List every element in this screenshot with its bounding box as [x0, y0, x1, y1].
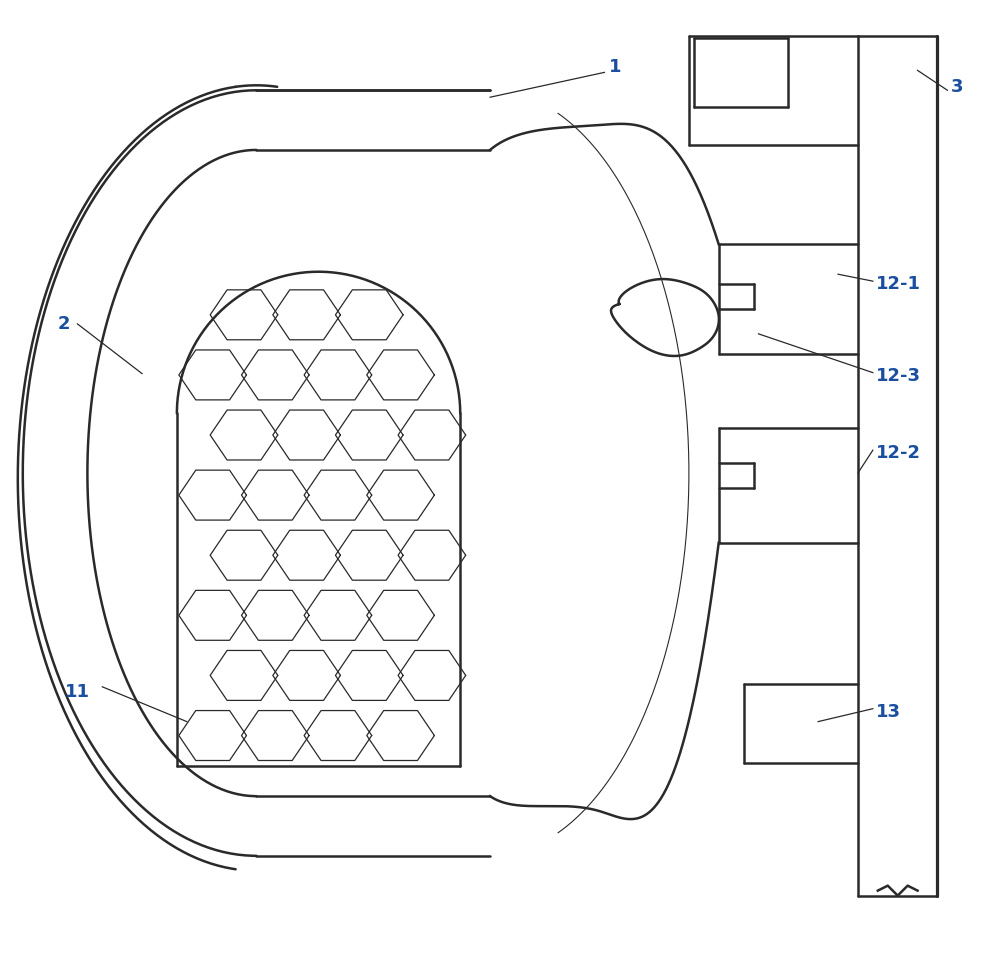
Text: 12-1: 12-1 [876, 275, 921, 293]
Text: 13: 13 [876, 703, 901, 720]
Text: 1: 1 [609, 59, 622, 76]
Text: 11: 11 [65, 683, 90, 701]
Text: 12-2: 12-2 [876, 444, 921, 462]
Text: 2: 2 [58, 315, 70, 333]
Text: 3: 3 [950, 78, 963, 96]
Text: 12-3: 12-3 [876, 367, 921, 384]
